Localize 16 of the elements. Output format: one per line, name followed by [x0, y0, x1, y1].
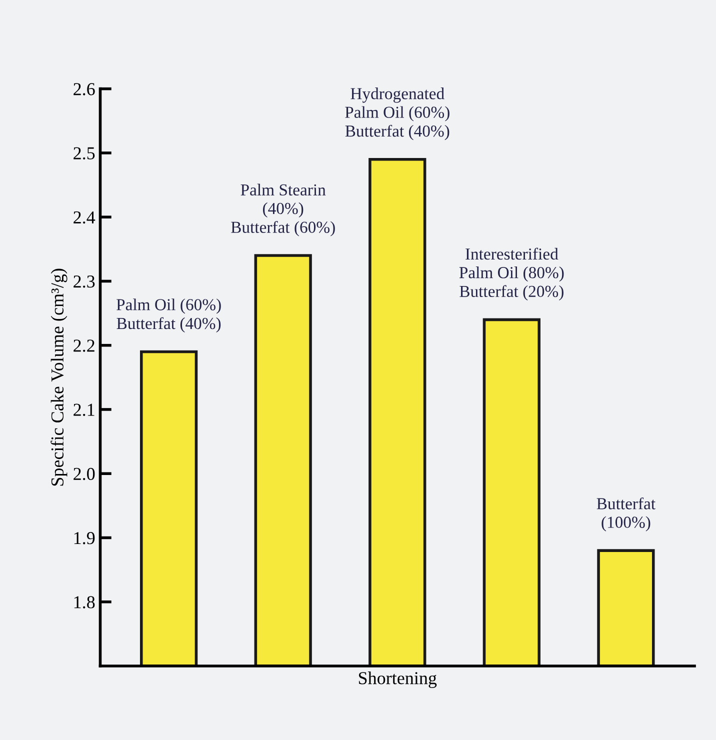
x-tick-label: Interesterified Palm Oil (80%) Butterfat (20%) — [459, 248, 564, 300]
text: 2.0 — [74, 468, 95, 480]
y-tick-label: 1.9 — [74, 532, 95, 544]
x-tick-label: Palm Oil (60%) Butterfat (40%) — [116, 298, 221, 333]
y-tick-label: 2.4 — [74, 211, 96, 224]
y-tick-label: 2.6 — [74, 83, 95, 96]
y-tick-label: 1.8 — [74, 596, 95, 608]
y-tick-label: 2.2 — [74, 340, 94, 352]
y-tick-label: 2.5 — [74, 147, 95, 160]
y-tick-label: 2.1 — [74, 404, 94, 416]
x-axis-title: Shortening — [358, 672, 437, 688]
x-tick-label: Hydrogenated Palm Oil (60%) Butterfat (40%) — [345, 88, 450, 140]
y-tick-label: 2.3 — [74, 276, 95, 288]
x-tick-label: Butterfat (100%) — [596, 497, 656, 532]
y-axis-title: Specific Cake Volume (cm³/g) — [50, 268, 68, 486]
x-tick-label: Palm Stearin (40%) Butterfat (60%) — [231, 184, 335, 236]
